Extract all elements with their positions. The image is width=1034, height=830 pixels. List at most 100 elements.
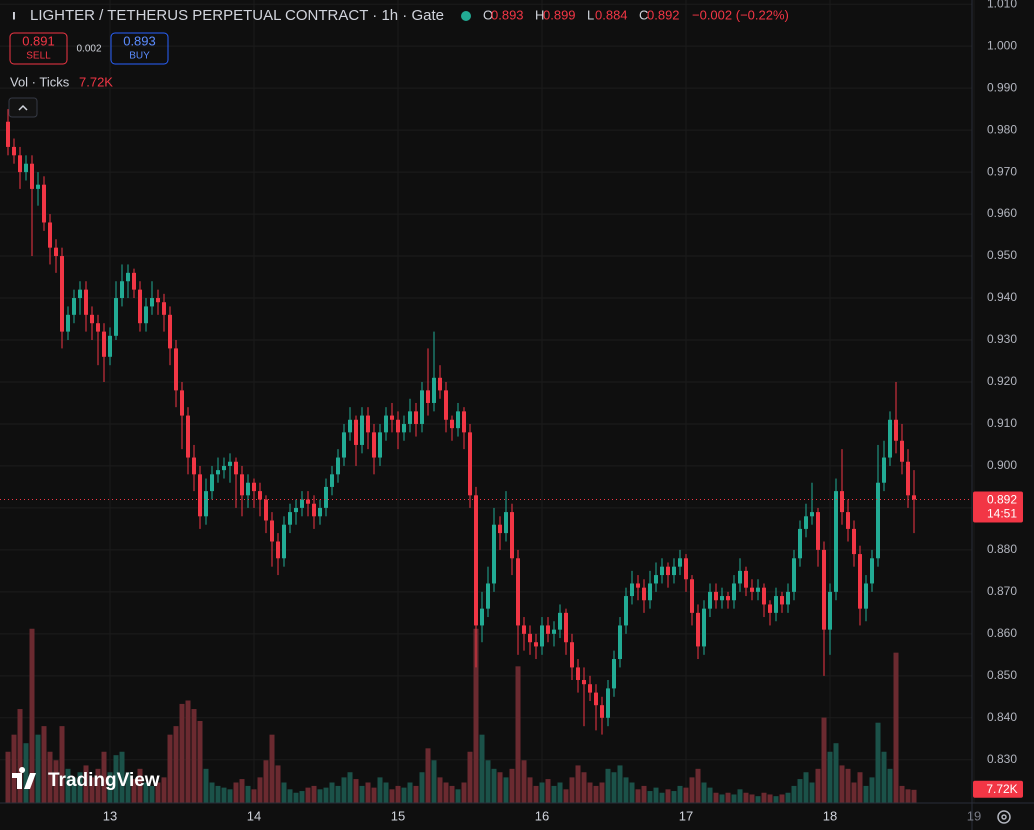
volume-bar bbox=[749, 794, 755, 803]
volume-bar bbox=[497, 772, 503, 803]
volume-bar bbox=[107, 772, 113, 803]
candle-body bbox=[827, 591, 832, 630]
collapse-icon[interactable] bbox=[18, 104, 28, 111]
candle-body bbox=[227, 461, 232, 466]
candle-body bbox=[575, 667, 580, 681]
volume-bar bbox=[707, 787, 713, 803]
volume-bar bbox=[911, 789, 917, 803]
volume-bar bbox=[839, 765, 845, 803]
candle-body bbox=[743, 570, 748, 588]
spread: 0.002 bbox=[76, 44, 101, 55]
buy-price[interactable]: 0.893 bbox=[123, 33, 156, 48]
buy-button[interactable]: 0.893 BUY bbox=[110, 32, 169, 65]
volume-bar bbox=[59, 726, 65, 803]
legend-value: 0.893 bbox=[491, 7, 524, 22]
volume-bar bbox=[683, 787, 689, 803]
candle-body bbox=[245, 482, 250, 496]
candle-body bbox=[497, 524, 502, 534]
volume-bar bbox=[233, 782, 239, 803]
x-tick-label: 15 bbox=[391, 808, 405, 823]
sell-button[interactable]: 0.891 SELL bbox=[9, 32, 68, 65]
volume-bar bbox=[161, 777, 167, 803]
candle-body bbox=[263, 499, 268, 521]
candle-body bbox=[29, 163, 34, 189]
y-tick-label: 0.880 bbox=[987, 542, 1017, 556]
collapse-button[interactable] bbox=[8, 97, 38, 118]
volume-bar bbox=[323, 787, 329, 803]
candle-body bbox=[89, 314, 94, 324]
candle-body bbox=[281, 524, 286, 559]
volume-bar bbox=[605, 768, 611, 803]
volume-bar bbox=[101, 751, 107, 803]
sell-label[interactable]: SELL bbox=[26, 51, 51, 62]
chart-title: LIGHTER / TETHERUS PERPETUAL CONTRACT · … bbox=[30, 7, 444, 24]
volume-bar bbox=[623, 777, 629, 803]
volume-bar bbox=[821, 717, 827, 803]
volume-bar bbox=[149, 785, 155, 803]
sell-price[interactable]: 0.891 bbox=[22, 33, 55, 48]
volume-bar bbox=[773, 796, 779, 803]
candle-body bbox=[749, 587, 754, 592]
volume-bar bbox=[665, 789, 671, 803]
volume-bar bbox=[371, 787, 377, 803]
candle-body bbox=[551, 629, 556, 634]
volume-bar bbox=[515, 666, 521, 803]
candle-body bbox=[689, 579, 694, 613]
volume-bar bbox=[71, 777, 77, 803]
buy-label[interactable]: BUY bbox=[129, 51, 150, 62]
candle-body bbox=[365, 415, 370, 433]
volume-bar bbox=[95, 768, 101, 803]
candle-body bbox=[371, 432, 376, 458]
settings-icon-center[interactable] bbox=[1001, 814, 1007, 820]
candle-body bbox=[323, 486, 328, 508]
volume-bar bbox=[29, 628, 35, 803]
volume-bar bbox=[119, 751, 125, 803]
y-tick-label: 1.010 bbox=[987, 0, 1017, 10]
volume-bar bbox=[851, 782, 857, 803]
candle-body bbox=[665, 566, 670, 576]
volume-tag bbox=[973, 780, 1023, 798]
candle-body bbox=[23, 163, 28, 173]
volume-bar bbox=[737, 789, 743, 803]
candle-body bbox=[911, 495, 916, 500]
volume-bar bbox=[341, 777, 347, 803]
legend-value: 0.892 bbox=[647, 7, 680, 22]
volume-bar bbox=[143, 782, 149, 803]
volume-bar bbox=[659, 792, 665, 803]
candle-body bbox=[683, 558, 688, 580]
legend-key: O bbox=[483, 7, 493, 22]
volume-bar bbox=[263, 760, 269, 803]
candle-body bbox=[119, 281, 124, 299]
legend-value: 0.899 bbox=[543, 7, 576, 22]
candle-body bbox=[41, 184, 46, 223]
candle-body bbox=[899, 440, 904, 462]
candle-body bbox=[833, 491, 838, 592]
legend-value: 0.884 bbox=[595, 7, 628, 22]
y-tick-label: 0.900 bbox=[987, 458, 1017, 472]
volume-bar bbox=[203, 768, 209, 803]
candle-body bbox=[569, 642, 574, 668]
buy-box[interactable] bbox=[110, 32, 169, 65]
volume-bar bbox=[449, 785, 455, 803]
x-tick-label: 14 bbox=[247, 808, 261, 823]
volume-bar bbox=[539, 782, 545, 803]
candle-body bbox=[341, 432, 346, 458]
candle-body bbox=[359, 415, 364, 445]
candle-body bbox=[443, 390, 448, 420]
volume-bar bbox=[197, 721, 203, 803]
volume-bar bbox=[521, 760, 527, 803]
candle-body bbox=[533, 642, 538, 647]
volume-bar bbox=[533, 785, 539, 803]
volume-bar bbox=[713, 792, 719, 803]
sell-box[interactable] bbox=[9, 32, 68, 65]
volume-bar bbox=[395, 785, 401, 803]
volume-bar bbox=[797, 779, 803, 803]
volume-bar bbox=[761, 792, 767, 803]
settings-icon[interactable] bbox=[997, 810, 1011, 824]
y-tick-label: 0.850 bbox=[987, 668, 1017, 682]
candle-body bbox=[623, 596, 628, 626]
candle-body bbox=[461, 411, 466, 433]
volume-bar bbox=[5, 751, 11, 803]
candle-body bbox=[875, 482, 880, 559]
volume-bar bbox=[431, 760, 437, 803]
